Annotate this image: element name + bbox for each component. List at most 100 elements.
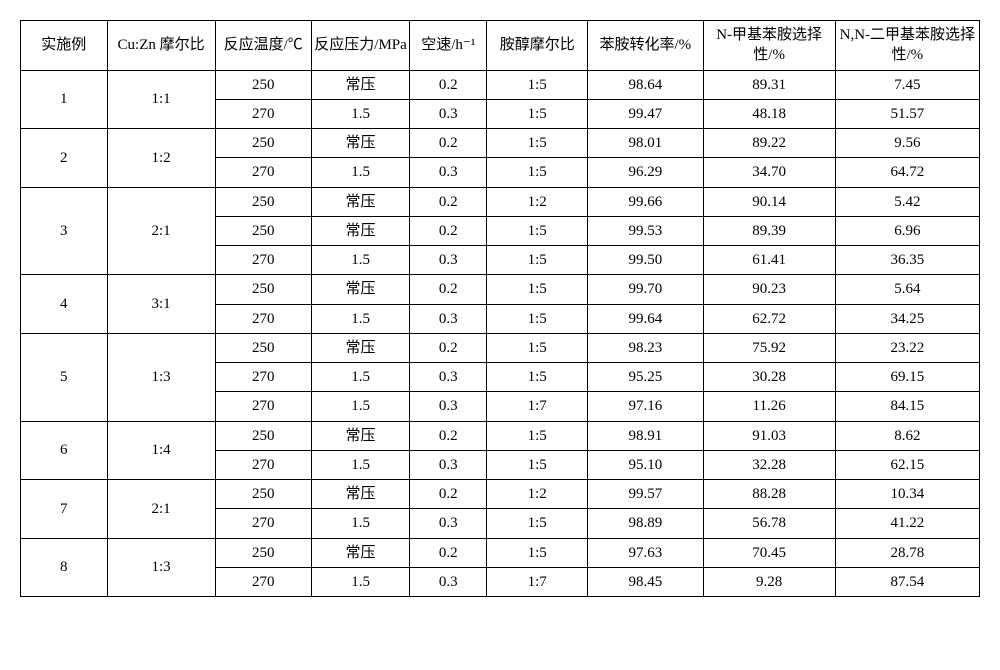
table-head: 实施例 Cu:Zn 摩尔比 反应温度/℃ 反应压力/MPa 空速/h⁻¹ 胺醇摩… [21,21,980,71]
cell-example-id: 5 [21,333,108,421]
cell-pressure: 常压 [311,187,410,216]
cell-selectivity-nma: 89.22 [703,129,835,158]
cell-amine-alcohol-ratio: 1:5 [487,333,588,362]
cell-pressure: 1.5 [311,363,410,392]
cell-space-velocity: 0.2 [410,480,487,509]
table-row: 72:1250常压0.21:299.5788.2810.34 [21,480,980,509]
cell-selectivity-nma: 75.92 [703,333,835,362]
cell-space-velocity: 0.3 [410,392,487,421]
cell-conversion: 99.47 [588,99,703,128]
cell-selectivity-nma: 89.39 [703,216,835,245]
cell-space-velocity: 0.2 [410,333,487,362]
cell-cu-zn-ratio: 1:2 [107,129,215,188]
cell-temp: 250 [215,538,311,567]
col-header: 苯胺转化率/% [588,21,703,71]
cell-cu-zn-ratio: 1:3 [107,538,215,597]
cell-selectivity-nndma: 87.54 [835,567,979,596]
cell-temp: 270 [215,392,311,421]
cell-space-velocity: 0.3 [410,450,487,479]
cell-conversion: 97.63 [588,538,703,567]
cell-amine-alcohol-ratio: 1:5 [487,246,588,275]
data-table: 实施例 Cu:Zn 摩尔比 反应温度/℃ 反应压力/MPa 空速/h⁻¹ 胺醇摩… [20,20,980,597]
cell-selectivity-nma: 32.28 [703,450,835,479]
cell-conversion: 99.70 [588,275,703,304]
cell-conversion: 99.64 [588,304,703,333]
cell-pressure: 常压 [311,480,410,509]
cell-example-id: 6 [21,421,108,480]
cell-selectivity-nma: 11.26 [703,392,835,421]
cell-conversion: 96.29 [588,158,703,187]
cell-space-velocity: 0.2 [410,187,487,216]
cell-selectivity-nndma: 41.22 [835,509,979,538]
cell-pressure: 常压 [311,216,410,245]
cell-selectivity-nma: 91.03 [703,421,835,450]
cell-selectivity-nndma: 36.35 [835,246,979,275]
cell-conversion: 98.89 [588,509,703,538]
cell-selectivity-nma: 90.14 [703,187,835,216]
cell-pressure: 常压 [311,538,410,567]
cell-amine-alcohol-ratio: 1:5 [487,99,588,128]
cell-selectivity-nndma: 7.45 [835,70,979,99]
cell-selectivity-nndma: 62.15 [835,450,979,479]
cell-example-id: 3 [21,187,108,275]
cell-temp: 250 [215,480,311,509]
cell-space-velocity: 0.2 [410,216,487,245]
table-row: 11:1250常压0.21:598.6489.317.45 [21,70,980,99]
cell-amine-alcohol-ratio: 1:5 [487,275,588,304]
cell-amine-alcohol-ratio: 1:5 [487,450,588,479]
cell-conversion: 98.45 [588,567,703,596]
cell-temp: 270 [215,567,311,596]
cell-temp: 250 [215,333,311,362]
cell-space-velocity: 0.2 [410,538,487,567]
cell-space-velocity: 0.2 [410,421,487,450]
col-header: Cu:Zn 摩尔比 [107,21,215,71]
cell-space-velocity: 0.3 [410,99,487,128]
cell-amine-alcohol-ratio: 1:2 [487,480,588,509]
cell-pressure: 1.5 [311,99,410,128]
cell-conversion: 98.23 [588,333,703,362]
cell-amine-alcohol-ratio: 1:5 [487,129,588,158]
col-header: 胺醇摩尔比 [487,21,588,71]
cell-conversion: 98.01 [588,129,703,158]
cell-temp: 250 [215,70,311,99]
cell-conversion: 98.64 [588,70,703,99]
cell-amine-alcohol-ratio: 1:7 [487,392,588,421]
cell-pressure: 1.5 [311,246,410,275]
cell-temp: 270 [215,450,311,479]
cell-conversion: 95.10 [588,450,703,479]
cell-amine-alcohol-ratio: 1:5 [487,509,588,538]
cell-selectivity-nma: 48.18 [703,99,835,128]
cell-selectivity-nma: 30.28 [703,363,835,392]
cell-selectivity-nma: 56.78 [703,509,835,538]
header-row: 实施例 Cu:Zn 摩尔比 反应温度/℃ 反应压力/MPa 空速/h⁻¹ 胺醇摩… [21,21,980,71]
cell-cu-zn-ratio: 3:1 [107,275,215,334]
cell-space-velocity: 0.3 [410,363,487,392]
cell-pressure: 常压 [311,333,410,362]
cell-temp: 250 [215,216,311,245]
cell-selectivity-nma: 9.28 [703,567,835,596]
cell-selectivity-nndma: 84.15 [835,392,979,421]
cell-space-velocity: 0.3 [410,567,487,596]
col-header: 空速/h⁻¹ [410,21,487,71]
cell-cu-zn-ratio: 1:3 [107,333,215,421]
cell-selectivity-nma: 62.72 [703,304,835,333]
table-row: 61:4250常压0.21:598.9191.038.62 [21,421,980,450]
cell-space-velocity: 0.3 [410,158,487,187]
table-row: 32:1250常压0.21:299.6690.145.42 [21,187,980,216]
cell-example-id: 1 [21,70,108,129]
cell-pressure: 1.5 [311,567,410,596]
col-header: N,N-二甲基苯胺选择性/% [835,21,979,71]
cell-conversion: 99.53 [588,216,703,245]
cell-amine-alcohol-ratio: 1:5 [487,363,588,392]
cell-space-velocity: 0.2 [410,129,487,158]
cell-example-id: 4 [21,275,108,334]
cell-temp: 270 [215,509,311,538]
table-row: 21:2250常压0.21:598.0189.229.56 [21,129,980,158]
cell-pressure: 1.5 [311,158,410,187]
cell-amine-alcohol-ratio: 1:5 [487,538,588,567]
cell-amine-alcohol-ratio: 1:5 [487,70,588,99]
cell-selectivity-nndma: 34.25 [835,304,979,333]
cell-conversion: 98.91 [588,421,703,450]
cell-selectivity-nndma: 69.15 [835,363,979,392]
cell-pressure: 1.5 [311,450,410,479]
